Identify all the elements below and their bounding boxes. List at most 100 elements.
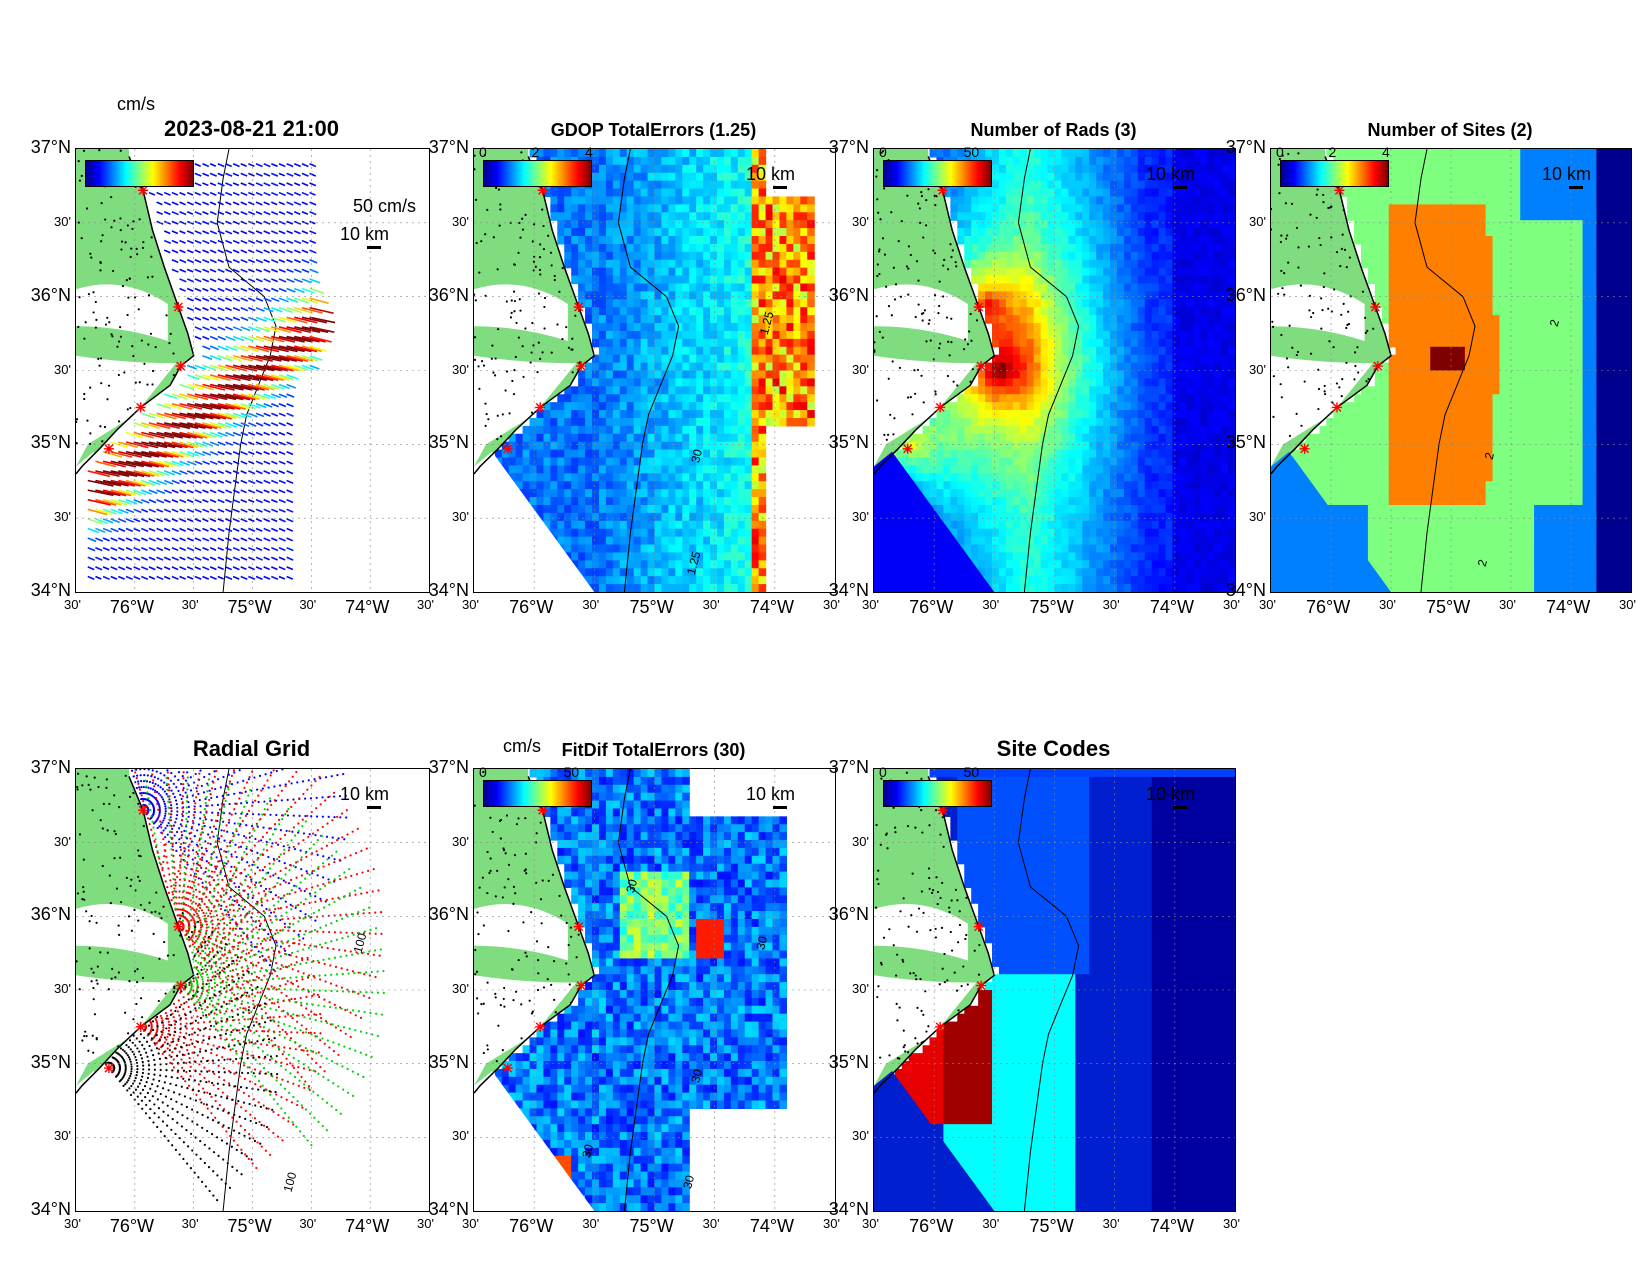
grid-cell [1019, 164, 1028, 174]
grid-cell [1214, 330, 1222, 340]
grid-cell [703, 457, 711, 467]
grid-cell [1047, 275, 1056, 285]
grid-cell [1068, 410, 1076, 419]
map-axes[interactable] [873, 148, 1236, 593]
grid-cell [605, 362, 614, 372]
map-axes[interactable] [473, 148, 836, 593]
grid-cell [633, 315, 642, 324]
current-vector [286, 422, 294, 427]
land-detail [76, 442, 78, 445]
grid-cell [992, 291, 1000, 300]
grid-cell [536, 457, 545, 467]
grid-cell [1033, 402, 1042, 411]
grid-cell [1137, 204, 1146, 213]
grid-cell [661, 164, 669, 174]
grid-cell [1075, 307, 1083, 316]
grid-cell [612, 370, 621, 380]
grid-cell [744, 402, 753, 411]
current-vector [240, 537, 248, 542]
grid-cell [1012, 172, 1021, 182]
land-detail [95, 318, 98, 321]
land-detail [532, 260, 536, 263]
grid-cell [779, 315, 788, 324]
grid-cell [744, 394, 753, 403]
grid-cell [765, 204, 774, 213]
current-vector [133, 537, 141, 542]
grid-cell [1054, 172, 1063, 182]
current-vector [232, 249, 240, 254]
current-vector [148, 527, 156, 532]
current-vector [271, 575, 279, 581]
land-detail [537, 341, 540, 344]
grid-cell [1116, 402, 1125, 411]
grid-cell [557, 528, 565, 538]
grid-cell [605, 433, 614, 443]
grid-cell [668, 489, 676, 498]
current-vector [263, 537, 271, 542]
grid-cell [1151, 362, 1160, 372]
grid-cell [716, 338, 725, 348]
land-detail [486, 208, 489, 211]
grid-cell [765, 417, 774, 427]
grid-cell [619, 552, 628, 561]
grid-cell [758, 584, 767, 592]
grid-cell [585, 528, 593, 538]
grid-cell [682, 497, 690, 506]
current-vector [118, 566, 126, 571]
grid-cell [571, 259, 579, 269]
current-vector [248, 182, 255, 187]
land-detail [510, 311, 513, 314]
grid-cell [1214, 220, 1222, 229]
current-vector [225, 345, 238, 352]
grid-cell [1151, 172, 1160, 182]
grid-cell [661, 497, 669, 506]
grid-cell [1068, 323, 1076, 332]
current-vector [248, 479, 256, 485]
grid-cell [592, 291, 600, 300]
grid-cell [1228, 425, 1235, 435]
grid-cell [765, 362, 774, 372]
grid-cell [647, 512, 656, 522]
grid-cell [710, 433, 718, 443]
grid-cell [578, 489, 586, 498]
grid-cell [529, 457, 538, 467]
grid-cell [668, 299, 676, 308]
grid-cell [1151, 243, 1160, 253]
scale-bar-label: 10 km [746, 164, 796, 184]
grid-cell [758, 489, 767, 498]
grid-cell [675, 180, 683, 190]
grid-cell [1130, 259, 1139, 269]
grid-cell [536, 504, 545, 514]
grid-cell [619, 544, 628, 554]
grid-cell [950, 188, 958, 198]
current-vector [232, 316, 241, 321]
grid-cell [661, 465, 669, 474]
grid-cell [1026, 299, 1035, 308]
grid-cell [1082, 236, 1090, 245]
grid-cell [1200, 378, 1208, 387]
grid-cell [978, 291, 986, 300]
grid-cell [1005, 156, 1014, 166]
grid-cell [598, 362, 607, 372]
current-vector [286, 316, 308, 324]
grid-cell [786, 196, 794, 205]
grid-cell [998, 362, 1007, 372]
grid-cell [703, 330, 711, 340]
grid-cell [585, 504, 593, 514]
vector-scale-label: 50 cm/s [353, 196, 417, 216]
current-vector [232, 259, 240, 264]
grid-cell [564, 417, 572, 427]
grid-cell [1005, 188, 1014, 198]
land-detail [494, 186, 498, 190]
grid-cell [647, 196, 656, 205]
current-vector [248, 249, 255, 254]
grid-cell [1110, 299, 1118, 308]
current-vector [301, 230, 309, 235]
grid-cell [578, 457, 586, 467]
grid-cell [640, 196, 649, 205]
grid-cell [710, 425, 718, 435]
map-axes[interactable] [75, 148, 430, 593]
current-vector [102, 527, 112, 533]
grid-cell [703, 568, 711, 577]
grid-cell [689, 433, 697, 443]
